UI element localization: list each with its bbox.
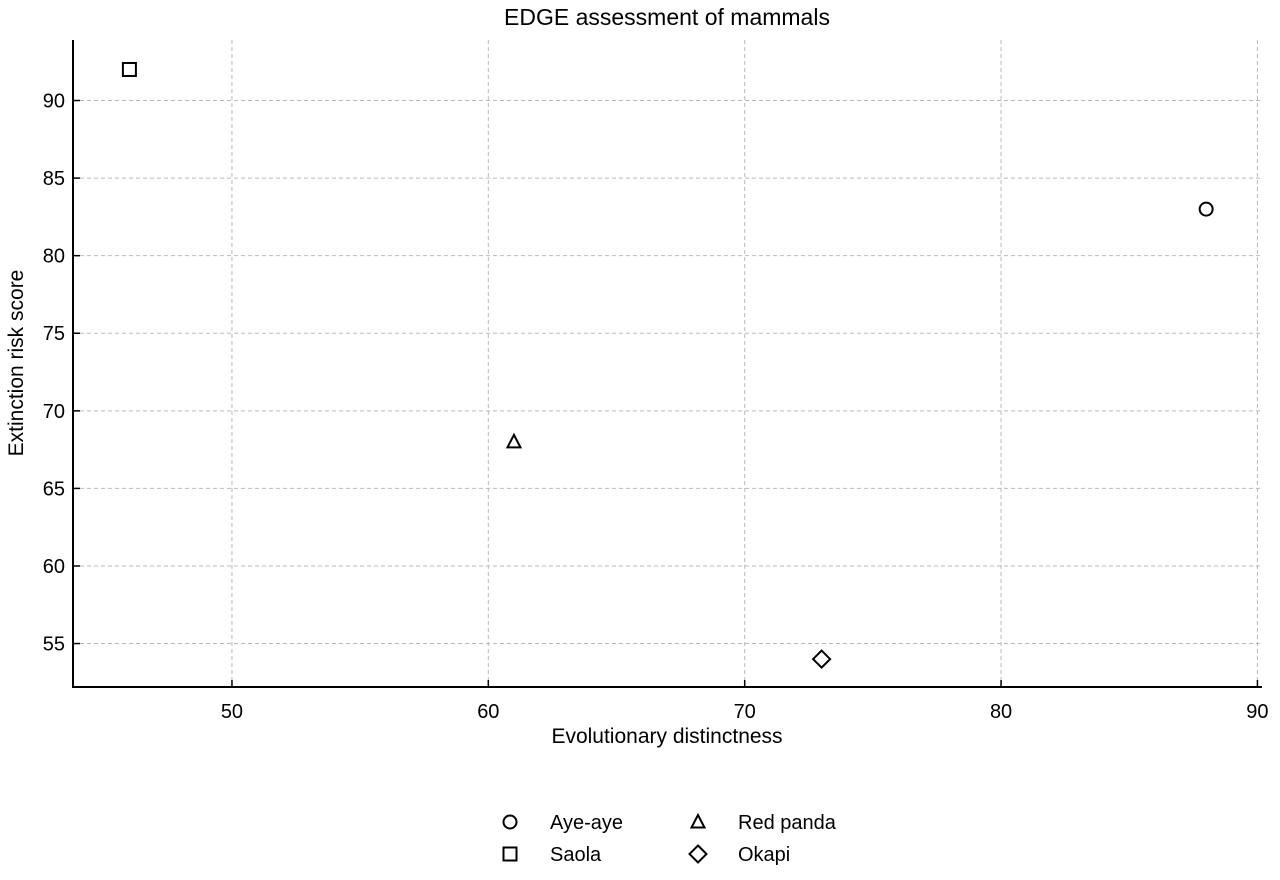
data-point-red-panda — [505, 432, 523, 449]
legend-marker-red-panda — [689, 812, 707, 829]
data-point-saola — [121, 61, 137, 77]
legend-label-okapi: Okapi — [738, 844, 790, 866]
legend-marker-okapi — [688, 844, 708, 864]
x-tick-label: 50 — [221, 701, 243, 723]
data-point-okapi — [811, 649, 832, 669]
legend-label-aye-aye: Aye-aye — [550, 812, 623, 834]
y-axis-label: Extinction risk score — [5, 270, 28, 457]
y-tick-label: 60 — [43, 556, 65, 578]
legend: Aye-aye Saola Red panda Okapi — [502, 812, 837, 866]
x-tick-label: 90 — [1246, 701, 1268, 723]
legend-label-red-panda: Red panda — [738, 812, 837, 834]
x-tick-label: 80 — [990, 701, 1012, 723]
legend-marker-aye-aye — [502, 814, 518, 830]
y-tick-label: 90 — [43, 91, 65, 113]
axis-ticks: 50 60 70 80 90 55 60 65 70 75 80 85 90 — [43, 91, 1269, 723]
chart-title: EDGE assessment of mammals — [504, 4, 830, 30]
y-tick-label: 85 — [43, 168, 65, 190]
x-axis-label: Evolutionary distinctness — [551, 725, 782, 748]
y-tick-label: 55 — [43, 634, 65, 656]
y-tick-label: 75 — [43, 323, 65, 345]
grid — [73, 40, 1260, 687]
data-points — [121, 61, 1214, 669]
legend-marker-saola — [502, 846, 518, 862]
data-point-aye-aye — [1198, 201, 1214, 217]
y-tick-label: 65 — [43, 478, 65, 500]
y-tick-label: 80 — [43, 246, 65, 268]
y-tick-label: 70 — [43, 401, 65, 423]
x-tick-label: 60 — [477, 701, 499, 723]
x-tick-label: 70 — [734, 701, 756, 723]
legend-label-saola: Saola — [550, 844, 602, 866]
